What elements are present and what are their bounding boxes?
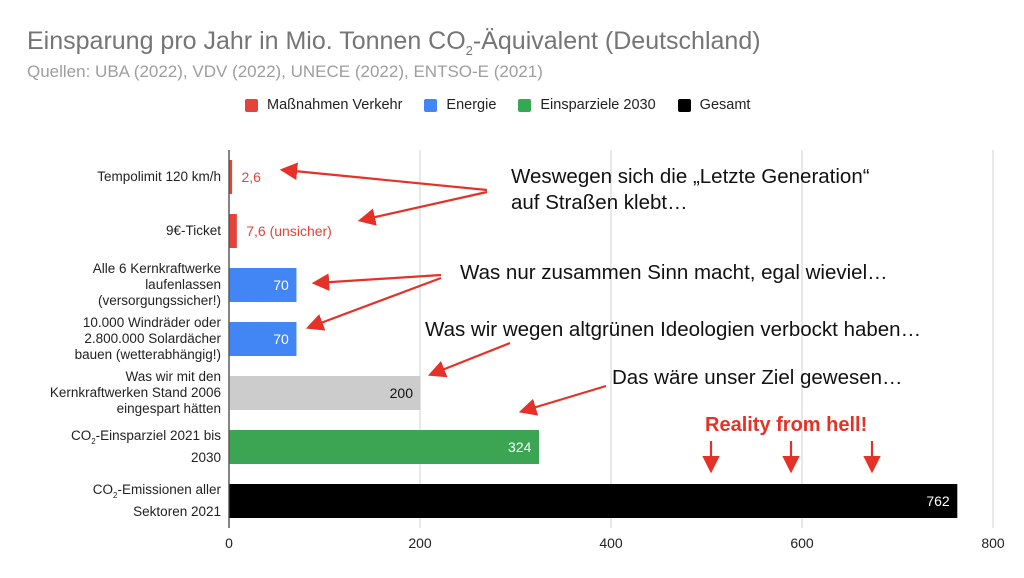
bar (229, 484, 958, 518)
legend: Maßnahmen Verkehr Energie Einsparziele 203… (245, 97, 750, 113)
data-label: 324 (508, 439, 532, 455)
category-label: Tempolimit 120 km/h (97, 169, 221, 184)
arrow (305, 276, 442, 331)
legend-swatch (245, 98, 258, 112)
data-label: 70 (273, 331, 289, 347)
bar (229, 322, 297, 356)
legend-label: Gesamt (699, 97, 751, 113)
annotation-ziel: Das wäre unser Ziel gewesen… (612, 366, 903, 389)
bar (229, 160, 233, 194)
annotation-ideologien: Was wir wegen altgrünen Ideologien verbo… (425, 318, 922, 341)
chart-title: Einsparung pro Jahr in Mio. Tonnen CO2-Ä… (27, 27, 761, 58)
chart-subtitle: Quellen: UBA (2022), VDV (2022), UNECE (… (27, 62, 543, 81)
legend-swatch (677, 98, 691, 112)
legend-item: Gesamt (677, 97, 751, 113)
bar (229, 430, 540, 464)
category-label: Was wir mit den Kernkraftwerken Stand 200… (49, 369, 221, 416)
category-label: CO2-Emissionen aller Sektoren 2021 (92, 482, 221, 519)
data-label: 2,6 (241, 169, 261, 185)
bar (229, 214, 237, 248)
legend-swatch (518, 98, 532, 112)
arrow (357, 190, 488, 226)
x-tick-label: 800 (981, 535, 1005, 551)
category-label: Alle 6 Kernkraftwerke laufenlassen (versor… (92, 261, 221, 308)
annotation-reality: Reality from hell! (705, 414, 868, 436)
legend-label: Maßnahmen Verkehr (267, 97, 403, 113)
annotation-zusammen: Was nur zusammen Sinn macht, egal wievie… (460, 261, 888, 284)
arrow (427, 341, 511, 378)
x-tick-label: 0 (225, 535, 233, 551)
legend-swatch (424, 98, 438, 112)
category-label: CO2-Einsparziel 2021 bis 2030 (70, 428, 221, 465)
x-tick-label: 200 (408, 535, 432, 551)
x-tick-label: 600 (790, 535, 814, 551)
arrow (518, 384, 607, 416)
annotation-letzte-generation: Weswegen sich die „Letzte Generation“ auf… (511, 165, 870, 214)
category-label: 10.000 Windräder oder 2.800.000 Solardäch… (74, 315, 221, 362)
bar (229, 268, 297, 302)
data-label: 762 (926, 493, 950, 509)
bar (229, 376, 421, 410)
legend-label: Einsparziele 2030 (540, 97, 656, 113)
x-tick-label: 400 (599, 535, 623, 551)
arrow (311, 273, 442, 291)
data-label: 70 (273, 277, 289, 293)
legend-item: Energie (424, 97, 496, 113)
legend-item: Einsparziele 2030 (518, 97, 656, 113)
arrow (279, 162, 488, 192)
legend-item: Maßnahmen Verkehr (245, 97, 402, 113)
data-label: 7,6 (unsicher) (246, 223, 332, 239)
data-label: 200 (390, 385, 414, 401)
legend-label: Energie (446, 97, 497, 113)
category-label: 9€-Ticket (165, 223, 221, 238)
